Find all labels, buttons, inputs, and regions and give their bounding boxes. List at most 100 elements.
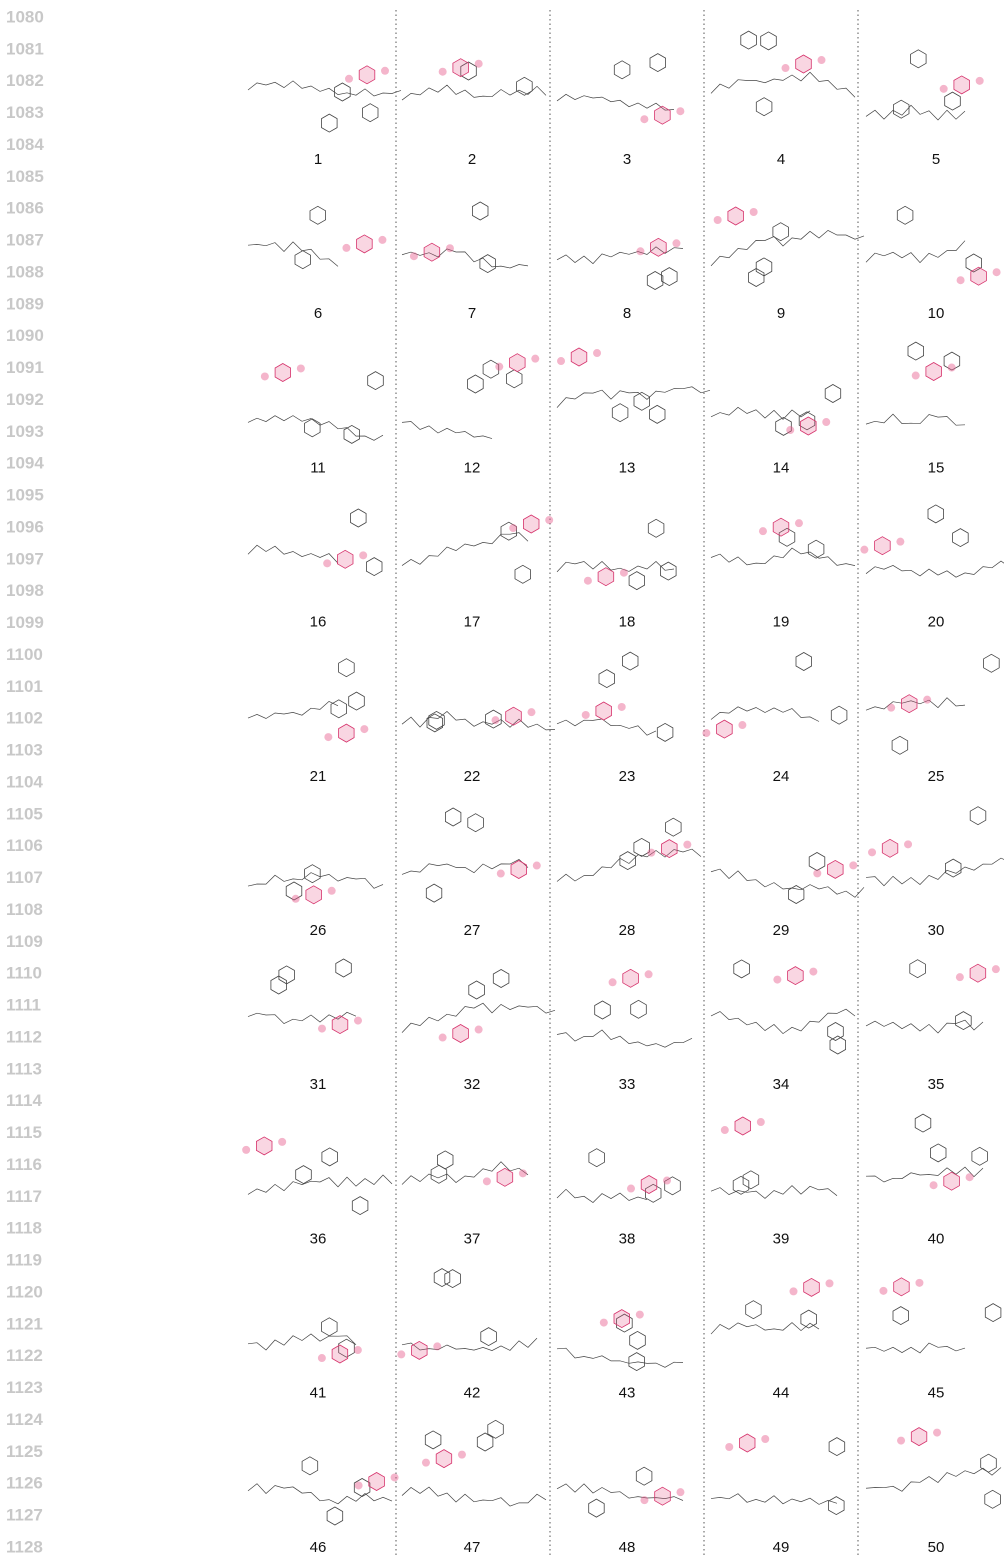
highlight-ring [970,964,986,982]
bond-chain [866,858,1004,886]
highlight-atom [956,973,964,981]
bond-chain [711,707,819,722]
ring [945,92,961,110]
molecule-label: 2 [468,151,476,168]
molecule-panel: 5 [866,50,984,168]
highlight-ring [275,364,291,382]
ring [657,723,673,741]
highlight-atom [324,733,332,741]
molecule-panel: 37 [402,1151,528,1247]
ring [469,981,485,999]
ring [666,818,682,836]
molecule-panel: 10 [866,206,1001,322]
bond-chain [557,1348,683,1367]
ring [468,375,484,393]
ring [352,1197,368,1215]
highlight-ring [614,1310,630,1328]
highlight-atom [822,418,830,426]
molecule-label: 43 [619,1385,636,1402]
line-number: 1116 [6,1155,42,1174]
highlight-atom [527,708,535,716]
highlight-ring [971,267,987,285]
ring [647,272,663,290]
bond-chain [402,533,528,566]
molecule-label: 22 [464,768,481,785]
bond-chain [866,1343,965,1353]
ring [480,255,496,273]
molecule-panel: 27 [402,808,541,939]
bond-chain [557,719,656,735]
ring [366,558,382,576]
line-number: 1097 [6,549,44,568]
highlight-atom [354,1017,362,1025]
highlight-atom [809,968,817,976]
highlight-atom [860,546,868,554]
highlight-ring [596,702,612,720]
highlight-atom [782,64,790,72]
highlight-ring [332,1345,348,1363]
molecule-panel: 40 [866,1114,987,1247]
ring [897,206,913,224]
ring [481,1328,497,1346]
ring [362,104,378,122]
ring [746,1301,762,1319]
line-number: 1107 [6,868,43,887]
highlight-atom [904,840,912,848]
highlight-atom [879,1287,887,1295]
highlight-ring [339,724,355,742]
highlight-ring [453,1025,469,1043]
ring [788,886,804,904]
ring [915,1114,931,1132]
ring [910,960,926,978]
bond-chain [866,414,965,425]
molecule-label: 11 [310,459,326,476]
molecule-label: 29 [773,922,790,939]
molecule-label: 40 [928,1230,945,1247]
molecule-label: 14 [773,459,790,476]
molecule-panel: 1 [248,66,401,168]
highlight-atom [582,711,590,719]
highlight-atom [318,1354,326,1362]
ring [305,419,321,437]
highlight-ring [801,417,817,435]
line-number: 1110 [6,964,42,983]
ring [829,1438,845,1456]
highlight-atom [618,703,626,711]
molecule-panel: 9 [711,207,864,322]
highlight-ring [424,243,440,261]
bond-chain [866,561,1004,577]
ring [893,100,909,118]
molecule-panel: 23 [557,652,673,785]
highlight-atom [531,355,539,363]
highlight-atom [278,1138,286,1146]
highlight-ring [926,363,942,381]
ring [437,1151,453,1169]
molecule-label: 4 [777,151,785,168]
molecule-panel: 17 [402,515,553,631]
molecule-panel: 48 [557,1467,684,1556]
highlight-atom [509,524,517,532]
ring [972,1147,988,1165]
line-number: 1098 [6,581,44,600]
ring [493,970,509,988]
highlight-atom [738,721,746,729]
highlight-atom [519,1169,527,1177]
highlight-atom [789,1287,797,1295]
line-number: 1112 [6,1027,42,1046]
highlight-atom [750,208,758,216]
ring [339,659,355,677]
highlight-atom [795,519,803,527]
highlight-atom [993,268,1001,276]
molecule-label: 48 [619,1539,636,1556]
molecule-label: 9 [777,305,785,322]
ring [984,654,1000,672]
highlight-atom [676,1488,684,1496]
highlight-atom [915,1279,923,1287]
highlight-atom [345,75,353,83]
bond-chain [402,85,546,100]
highlight-ring [735,1117,751,1135]
line-number: 1080 [6,7,44,26]
ring [808,540,824,558]
molecule-label: 5 [932,151,940,168]
highlight-atom [458,1451,466,1459]
